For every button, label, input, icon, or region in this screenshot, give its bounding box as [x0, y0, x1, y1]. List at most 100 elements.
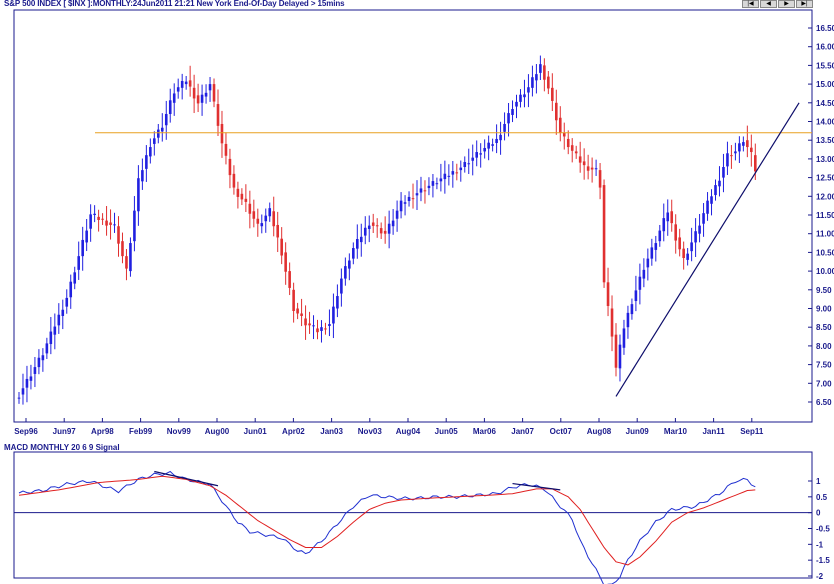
- candle-body: [614, 334, 618, 368]
- x-tick-label: Jun01: [244, 427, 268, 436]
- candle-body: [447, 175, 451, 177]
- candle-body: [240, 193, 244, 200]
- macd-line: [18, 470, 756, 584]
- candle-body: [61, 309, 65, 316]
- y-tick-label: 14.50: [816, 99, 834, 108]
- candle-body: [598, 170, 602, 188]
- candle-body: [300, 313, 303, 316]
- next-page-button[interactable]: ▶: [778, 0, 795, 8]
- y-tick-label: 6.50: [816, 398, 832, 407]
- candle-body: [495, 138, 498, 144]
- previous-page-button[interactable]: ◀: [760, 0, 777, 8]
- x-tick-label: Nov99: [167, 427, 192, 436]
- macd-y-tick-label: -1: [816, 540, 824, 549]
- candle-body: [113, 224, 116, 226]
- candle-body: [527, 87, 530, 93]
- candle-body: [276, 224, 279, 238]
- uptrend-line: [615, 102, 800, 397]
- candle-body: [288, 271, 291, 288]
- candle-body: [427, 185, 431, 189]
- candle-body: [499, 134, 502, 141]
- candle-body: [352, 248, 355, 259]
- candle-body: [638, 276, 642, 290]
- macd-y-tick-label: -1.5: [816, 556, 830, 565]
- y-tick-label: 9.00: [816, 305, 832, 314]
- candle-body: [236, 188, 240, 197]
- candle-body: [670, 211, 674, 224]
- x-tick-label: Jan07: [511, 427, 534, 436]
- candle-body: [65, 297, 69, 307]
- candle-body: [706, 200, 709, 214]
- candle-body: [141, 170, 144, 182]
- candle-body: [359, 236, 363, 243]
- candle-body: [137, 178, 140, 212]
- candle-body: [714, 185, 717, 196]
- candle-body: [256, 218, 260, 224]
- candle-body: [726, 153, 729, 167]
- candle-body: [547, 76, 550, 89]
- candle-body: [320, 327, 323, 331]
- candle-body: [125, 256, 128, 269]
- y-tick-label: 16.00: [816, 43, 834, 52]
- candle-body: [407, 196, 411, 201]
- first-page-button[interactable]: |◀: [742, 0, 759, 8]
- y-tick-label: 12.00: [816, 192, 834, 201]
- candle-body: [694, 231, 697, 243]
- candle-body: [232, 173, 236, 188]
- candle-body: [742, 142, 745, 146]
- candle-body: [698, 225, 701, 234]
- candle-body: [176, 87, 180, 92]
- candle-body: [69, 281, 73, 298]
- last-page-button[interactable]: ▶|: [796, 0, 813, 8]
- candle-body: [475, 152, 478, 158]
- candle-body: [690, 242, 693, 252]
- candle-body: [192, 87, 196, 99]
- macd-y-tick-label: 1: [816, 477, 821, 486]
- candle-body: [316, 328, 319, 333]
- candle-body: [367, 225, 371, 230]
- candle-body: [212, 84, 216, 102]
- candle-body: [184, 81, 188, 85]
- candle-body: [487, 142, 490, 149]
- candle-body: [37, 357, 41, 368]
- candle-body: [145, 155, 148, 169]
- x-tick-label: Jun09: [626, 427, 650, 436]
- candle-body: [129, 243, 132, 272]
- y-tick-label: 16.50: [816, 24, 834, 33]
- candle-body: [228, 158, 232, 176]
- candle-body: [738, 143, 741, 152]
- candle-body: [594, 168, 598, 170]
- candle-body: [750, 147, 753, 153]
- candle-body: [280, 238, 283, 256]
- candle-body: [403, 202, 407, 204]
- candle-body: [507, 113, 510, 124]
- x-tick-label: Sep11: [740, 427, 764, 436]
- divergence-line: [154, 470, 219, 487]
- x-tick-label: Aug08: [587, 427, 612, 436]
- macd-layer: 1 0.5 0 -0.5 -1 -1.5 -2: [14, 470, 830, 584]
- candle-body: [348, 260, 351, 269]
- y-tick-label: 7.00: [816, 379, 832, 388]
- candle-body: [558, 117, 562, 133]
- macd-y-tick-label: -2: [816, 572, 824, 581]
- candle-body: [471, 157, 475, 161]
- candle-body: [754, 155, 757, 172]
- candle-body: [634, 290, 638, 302]
- candle-body: [157, 129, 160, 138]
- candle-body: [21, 388, 25, 395]
- divergence-line: [512, 482, 561, 491]
- candle-body: [535, 74, 538, 81]
- candle-body: [204, 92, 208, 97]
- candle-body: [117, 226, 120, 244]
- price-panel-frame: [13, 9, 813, 423]
- x-tick-label: Jun05: [435, 427, 459, 436]
- candle-body: [160, 127, 164, 132]
- candle-body: [73, 272, 77, 284]
- candle-body: [582, 161, 586, 166]
- candle-body: [164, 114, 168, 126]
- y-tick-label: 13.50: [816, 136, 834, 145]
- candle-body: [340, 278, 343, 294]
- candle-body: [312, 325, 315, 327]
- candle-body: [678, 237, 681, 250]
